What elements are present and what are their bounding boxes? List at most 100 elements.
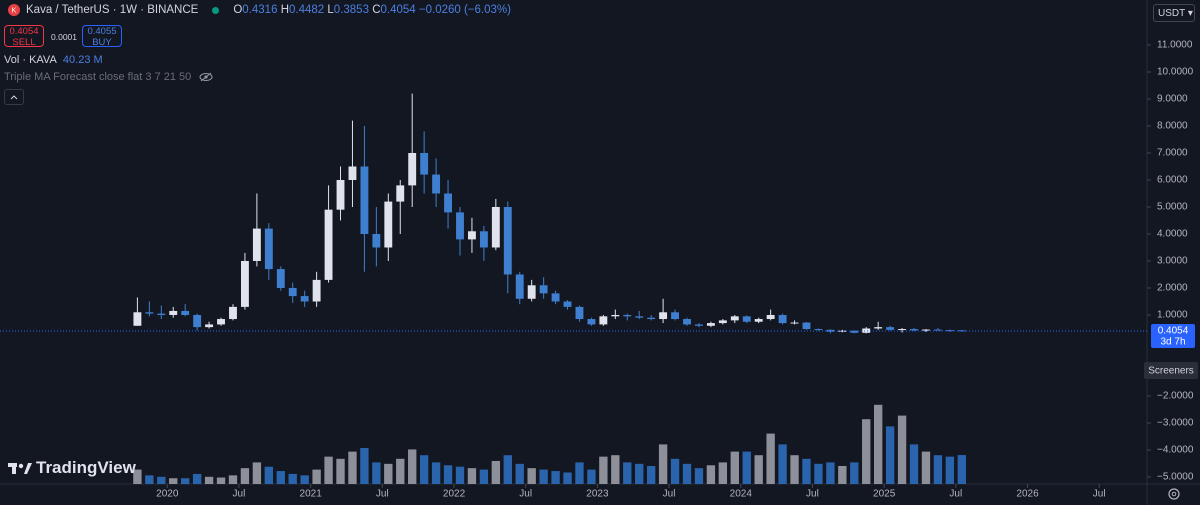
candle-body <box>420 152 429 175</box>
volume-bar <box>551 471 560 484</box>
volume-bar <box>682 463 692 484</box>
volume-bar <box>730 451 739 484</box>
candle-body <box>133 312 142 326</box>
y-tick-label: 10.0000 <box>1157 67 1194 78</box>
ohlc-values: O0.4316 H0.4482 L0.3853 C0.4054 −0.0260 … <box>233 4 511 16</box>
volume-bar <box>718 462 728 484</box>
volume-bar <box>264 466 274 484</box>
candle-body <box>193 314 202 328</box>
forecast-indicator-label: Triple MA Forecast close flat 3 7 21 50 <box>4 71 192 83</box>
volume-bar <box>957 455 966 484</box>
chevron-up <box>10 95 18 100</box>
y-tick-label: 4.0000 <box>1157 229 1188 240</box>
candle-body <box>300 296 309 302</box>
hidden-eye-icon[interactable] <box>199 72 213 82</box>
candle-body <box>479 231 488 248</box>
symbol-title[interactable]: Kava / TetherUS · 1W · BINANCE <box>26 4 199 16</box>
volume-bar <box>467 468 477 484</box>
buy-label: BUY <box>92 37 112 48</box>
open-label: O <box>233 4 243 16</box>
candle-body <box>922 329 930 331</box>
candle-body <box>276 269 285 288</box>
volume-bar <box>408 449 417 484</box>
market-status-dot <box>212 6 220 14</box>
candle-body <box>695 324 703 326</box>
y-tick-label: −3.0000 <box>1157 418 1194 429</box>
candle-body <box>563 301 572 307</box>
candle-body <box>467 231 476 240</box>
volume-bar <box>635 463 644 484</box>
volume-bar <box>192 473 202 484</box>
volume-bar <box>599 456 608 484</box>
volume-bar <box>897 415 907 484</box>
volume-bar <box>515 463 524 484</box>
candle-body <box>396 185 405 202</box>
candle-body <box>456 212 464 240</box>
volume-bar <box>252 462 262 484</box>
currency-dropdown[interactable]: USDT ▾ <box>1153 4 1195 22</box>
candle-body <box>647 317 656 320</box>
volume-bar <box>157 476 166 484</box>
candle-body <box>539 285 548 294</box>
candle-body <box>635 316 644 318</box>
candle-body <box>933 329 942 331</box>
low-label: L <box>327 4 334 16</box>
high-value: 0.4482 <box>289 4 325 16</box>
y-tick-label: 8.0000 <box>1157 121 1188 132</box>
volume-bar <box>766 433 775 484</box>
symbol-icon-k: K <box>12 7 17 14</box>
forecast-indicator[interactable]: Triple MA Forecast close flat 3 7 21 50 <box>4 71 213 83</box>
candle-body <box>814 329 823 331</box>
y-tick-label: 6.0000 <box>1157 175 1188 186</box>
volume-bar <box>790 455 799 484</box>
spread: 0.0001 <box>51 32 77 42</box>
volume-bar <box>778 444 787 484</box>
y-tick-label: 7.0000 <box>1157 148 1188 159</box>
symbol-icon-circle <box>8 4 20 16</box>
candle-body <box>599 316 608 325</box>
volume-bar <box>443 465 453 484</box>
x-tick-label: Jul <box>1093 489 1106 500</box>
volume-indicator[interactable]: Vol · KAVA 40.23 M <box>4 54 103 66</box>
volume-bar <box>360 448 369 484</box>
candle-body <box>169 310 178 315</box>
volume-bar <box>396 458 405 484</box>
candle-body <box>778 314 787 324</box>
buy-button[interactable]: 0.4055 BUY <box>82 25 122 48</box>
x-tick-label: Jul <box>663 489 676 500</box>
volume-bar <box>742 451 751 484</box>
candle-body <box>874 327 883 329</box>
x-tick-label: Jul <box>949 489 962 500</box>
candle-body <box>754 319 763 322</box>
volume-bar <box>336 458 345 484</box>
y-tick-label: −5.0000 <box>1157 472 1194 483</box>
volume-bar <box>945 456 955 484</box>
volume-bar <box>276 471 285 484</box>
sell-button[interactable]: 0.4054 SELL <box>4 25 44 48</box>
y-tick-label: 2.0000 <box>1157 283 1188 294</box>
candle-body <box>575 306 584 320</box>
candle-body <box>503 206 512 275</box>
collapse-button[interactable] <box>4 89 24 105</box>
tradingview-logo: TradingView <box>8 458 136 478</box>
volume-bar <box>575 462 584 484</box>
volume-bar <box>838 466 847 484</box>
settings-icon[interactable] <box>1168 488 1180 500</box>
candle-body <box>898 329 907 331</box>
candle-body <box>527 285 536 299</box>
candle-body <box>229 306 237 320</box>
candle-body <box>252 228 261 261</box>
currency-label: USDT <box>1158 8 1186 19</box>
open-value: 0.4316 <box>242 4 278 16</box>
volume-bar <box>384 463 393 484</box>
candle-body <box>766 314 775 320</box>
volume-bar <box>754 455 763 484</box>
candle-body <box>432 174 441 194</box>
low-value: 0.3853 <box>333 4 369 16</box>
candle-body <box>862 328 871 333</box>
y-tick-label: 5.0000 <box>1157 202 1188 213</box>
volume-bar <box>623 462 632 484</box>
candle-body <box>312 279 321 302</box>
